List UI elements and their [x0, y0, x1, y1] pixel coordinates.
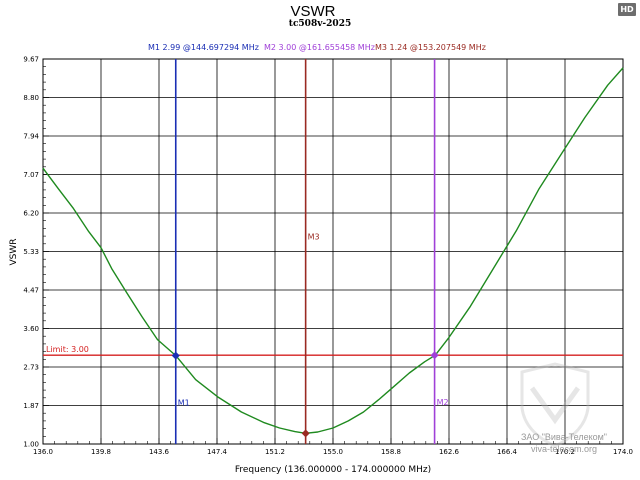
grid — [43, 59, 623, 444]
y-tick-label: 7.07 — [23, 171, 39, 179]
chart-subtitle: tc508v-2025 — [289, 19, 351, 29]
y-tick-label: 1.00 — [23, 441, 39, 449]
series-layer — [42, 67, 624, 434]
x-axis-label: Frequency (136.000000 - 174.000000 MHz) — [235, 465, 431, 475]
marker-label-m3: M3 — [308, 233, 320, 242]
y-tick-label: 9.67 — [23, 56, 39, 64]
marker-layer: M1 M2 M3 — [171, 59, 449, 444]
y-tick-label: 7.94 — [23, 133, 39, 141]
y-tick-label: 2.73 — [23, 364, 39, 372]
marker-point-m3 — [301, 429, 310, 438]
x-tick-label: 170.2 — [555, 448, 575, 456]
y-tick-label: 3.60 — [23, 325, 39, 333]
x-tick-label: 166.4 — [497, 448, 518, 456]
y-tick-label: 8.80 — [23, 94, 39, 102]
x-tick-label: 147.4 — [207, 448, 228, 456]
marker-point-m2 — [430, 351, 439, 360]
x-tick-label: 162.6 — [439, 448, 460, 456]
series-line-vswr — [42, 67, 624, 434]
marker-readout-m1: M1 2.99 @144.697294 MHz — [148, 43, 259, 52]
x-tick-label: 174.0 — [613, 448, 633, 456]
y-tick-label: 6.20 — [23, 210, 39, 218]
y-tick-labels: 1.00 1.87 2.73 3.60 4.47 5.33 6.20 7.07 7.94 8.80… — [23, 56, 39, 449]
x-tick-label: 155.0 — [323, 448, 343, 456]
limit-layer: Limit: 3.00 — [43, 345, 623, 356]
marker-point-m1 — [171, 351, 180, 360]
x-tick-labels: 136.0 139.8 143.6 147.4 151.2 155.0 158.8 162.6… — [33, 448, 633, 456]
x-tick-label: 136.0 — [33, 448, 53, 456]
marker-label-m1: M1 — [178, 399, 190, 408]
watermark-company: ЗАО "Вива-Телеком" — [520, 432, 608, 442]
marker-readouts: M1 2.99 @144.697294 MHz M2 3.00 @161.655… — [148, 43, 486, 52]
limit-label: Limit: 3.00 — [46, 345, 89, 354]
marker-readout-m3: M3 1.24 @153.207549 MHz — [375, 43, 486, 52]
x-tick-label: 143.6 — [149, 448, 170, 456]
x-tick-label: 158.8 — [381, 448, 401, 456]
marker-readout-m2: M2 3.00 @161.655458 MHz — [264, 43, 375, 52]
y-tick-label: 5.33 — [23, 248, 39, 256]
y-tick-label: 4.47 — [23, 287, 39, 295]
x-tick-label: 139.8 — [91, 448, 111, 456]
x-tick-label: 151.2 — [265, 448, 285, 456]
marker-label-m2: M2 — [437, 398, 449, 407]
chart-title: VSWR — [291, 3, 336, 20]
hd-badge: HD — [618, 3, 636, 16]
y-axis-label: VSWR — [9, 238, 19, 265]
watermark-site: viva-telecom.org — [530, 444, 598, 454]
minor-ticks — [42, 58, 612, 444]
watermark-shield-icon — [520, 362, 590, 448]
y-tick-label: 1.87 — [23, 402, 39, 410]
